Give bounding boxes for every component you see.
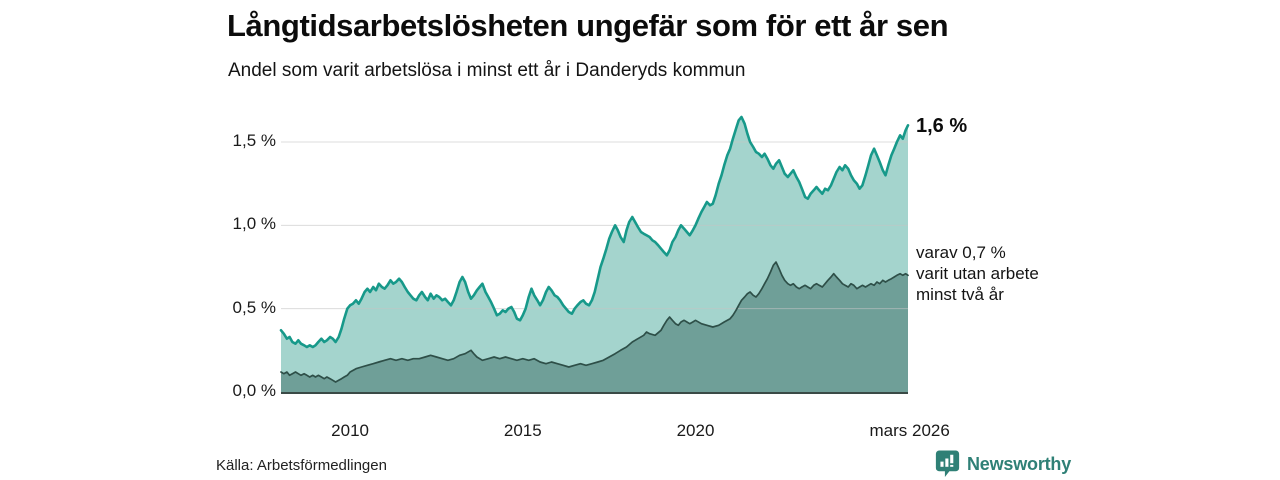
y-axis-tick-label: 0,5 %: [232, 297, 276, 317]
newsworthy-wordmark: Newsworthy: [967, 453, 1072, 474]
page-subtitle: Andel som varit arbetslösa i minst ett å…: [228, 60, 746, 81]
x-axis-tick-label: 2020: [676, 421, 715, 440]
series-area-1: [281, 262, 908, 392]
newsworthy-logo: Newsworthy: [935, 450, 1071, 478]
x-axis-tick-label: mars 2026: [869, 421, 950, 440]
x-axis-tick-label: 2015: [503, 421, 542, 440]
series-line-0: [279, 115, 910, 349]
source-credit: Källa: Arbetsförmedlingen: [216, 457, 387, 474]
y-axis-tick-label: 0,0 %: [232, 381, 276, 400]
latest-value-label: 1,6 %: [916, 115, 968, 137]
newsworthy-badge-icon: [935, 450, 960, 477]
page-title: Långtidsarbetslösheten ungefär som för e…: [227, 8, 949, 43]
series-line-1: [280, 261, 909, 383]
y-axis-tick-label: 1,0 %: [232, 214, 276, 234]
secondary-series-note: varav 0,7 % varit utan arbete minst två …: [916, 243, 1039, 304]
y-axis-tick-label: 1,5 %: [232, 130, 276, 150]
x-axis-tick-label: 2010: [331, 421, 370, 440]
